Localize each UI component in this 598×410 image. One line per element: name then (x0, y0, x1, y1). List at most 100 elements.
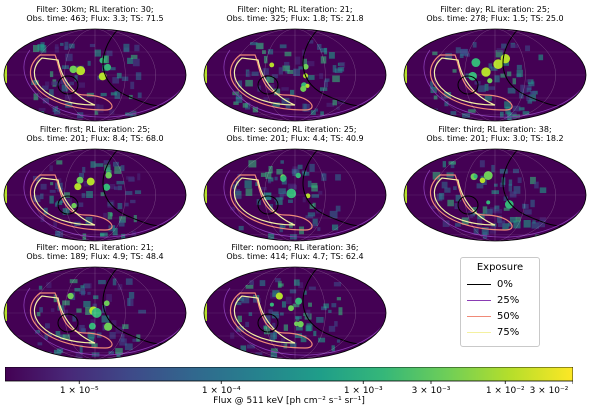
flux-pixel (112, 278, 117, 286)
sky-map-border (3, 28, 187, 122)
flux-pixel (335, 205, 341, 212)
flux-pixel (522, 85, 529, 93)
flux-pixel (501, 43, 507, 49)
legend-entry: 75% (467, 326, 537, 340)
flux-pixel (128, 298, 134, 307)
flux-pixel (271, 313, 280, 319)
exposure-contour-50 (229, 174, 313, 231)
flux-pixel (77, 82, 86, 88)
flux-pixel (282, 65, 291, 72)
flux-pixel (459, 54, 464, 59)
flux-pixel (321, 173, 327, 181)
flux-pixel (68, 43, 75, 49)
flux-pixel (106, 294, 112, 302)
flux-pixel (272, 102, 280, 107)
flux-hotspot (473, 174, 478, 179)
flux-pixel (496, 48, 505, 53)
flux-pixel (279, 312, 284, 316)
sky-map-border (3, 266, 187, 360)
flux-pixel (502, 223, 509, 230)
flux-pixel (250, 42, 258, 46)
flux-pixel (338, 307, 343, 316)
sky-map-panel: Filter: third; RL iteration: 38; Obs. tim… (400, 125, 590, 243)
flux-pixel (60, 196, 64, 204)
flux-pixel (292, 166, 298, 171)
flux-pixel (319, 87, 328, 91)
flux-pixel (117, 185, 122, 191)
flux-pixel (39, 307, 43, 313)
flux-pixel (125, 278, 133, 285)
flux-hotspot (297, 320, 304, 328)
exposure-contour-25 (423, 49, 586, 118)
flux-pixel (311, 182, 318, 188)
flux-hotspot (493, 59, 504, 70)
flux-pixel (272, 290, 280, 297)
graticule-line (434, 149, 556, 241)
graticule-line (34, 149, 156, 241)
flux-pixel (40, 183, 47, 190)
flux-pixel (287, 69, 294, 74)
legend-label: 75% (497, 327, 520, 338)
sky-map-border (3, 148, 187, 242)
flux-pixel (517, 177, 522, 184)
flux-pixel (532, 220, 536, 224)
flux-pixel (271, 74, 278, 79)
flux-pixel (489, 226, 497, 234)
flux-pixel (135, 72, 142, 81)
flux-hotspot (479, 177, 486, 184)
flux-pixel (479, 160, 485, 168)
flux-pixel (74, 75, 78, 82)
flux-pixel (509, 191, 517, 198)
exposure-contour-75 (33, 57, 96, 106)
flux-pixel (308, 286, 316, 290)
flux-hotspot (88, 322, 96, 330)
exposure-contour-25 (223, 49, 386, 118)
flux-hotspot (288, 305, 294, 312)
graticule-line (264, 149, 326, 241)
flux-pixel (311, 194, 320, 198)
colorbar-tick-label: 1 × 10⁻³ (344, 386, 383, 396)
flux-pixel (45, 323, 50, 329)
flux-hotspot (504, 200, 514, 209)
flux-pixel (79, 345, 83, 353)
flux-pixel (278, 67, 283, 75)
flux-pixel (326, 102, 335, 107)
flux-pixel (109, 212, 113, 217)
flux-pixel (66, 198, 73, 206)
flux-pixel (280, 160, 284, 164)
flux-pixel (85, 307, 93, 315)
flux-pixel (274, 88, 281, 96)
flux-pixel (455, 194, 461, 202)
flux-pixel (116, 72, 122, 79)
flux-pixel (468, 109, 476, 113)
flux-pixel (526, 79, 532, 83)
sky-map-border (203, 266, 387, 360)
flux-pixel (302, 196, 306, 203)
flux-pixel (539, 217, 547, 224)
exposure-contour-75 (233, 177, 296, 226)
flux-pixel (331, 224, 339, 231)
flux-pixel (263, 97, 268, 103)
flux-pixel (121, 76, 129, 81)
flux-pixel (309, 163, 315, 172)
flux-pixel (328, 309, 332, 313)
flux-pixel (317, 227, 321, 231)
graticule-line (464, 149, 526, 241)
flux-pixel (320, 56, 327, 64)
flux-pixel (103, 160, 110, 164)
flux-hotspot (86, 177, 95, 186)
flux-pixel (507, 87, 516, 94)
flux-pixel (49, 71, 54, 78)
legend-label: 0% (497, 279, 513, 290)
flux-pixel (113, 186, 118, 190)
flux-pixel (477, 85, 486, 93)
graticule-line (64, 149, 126, 241)
flux-hotspot (99, 57, 106, 64)
flux-pixel (522, 111, 530, 115)
flux-pixel (303, 290, 307, 295)
flux-pixel (103, 212, 107, 218)
flux-pixel (524, 209, 532, 215)
flux-pixel (508, 183, 513, 192)
panel-title-line1: Filter: night; RL iteration: 21; (237, 5, 353, 14)
flux-pixel (477, 213, 485, 220)
